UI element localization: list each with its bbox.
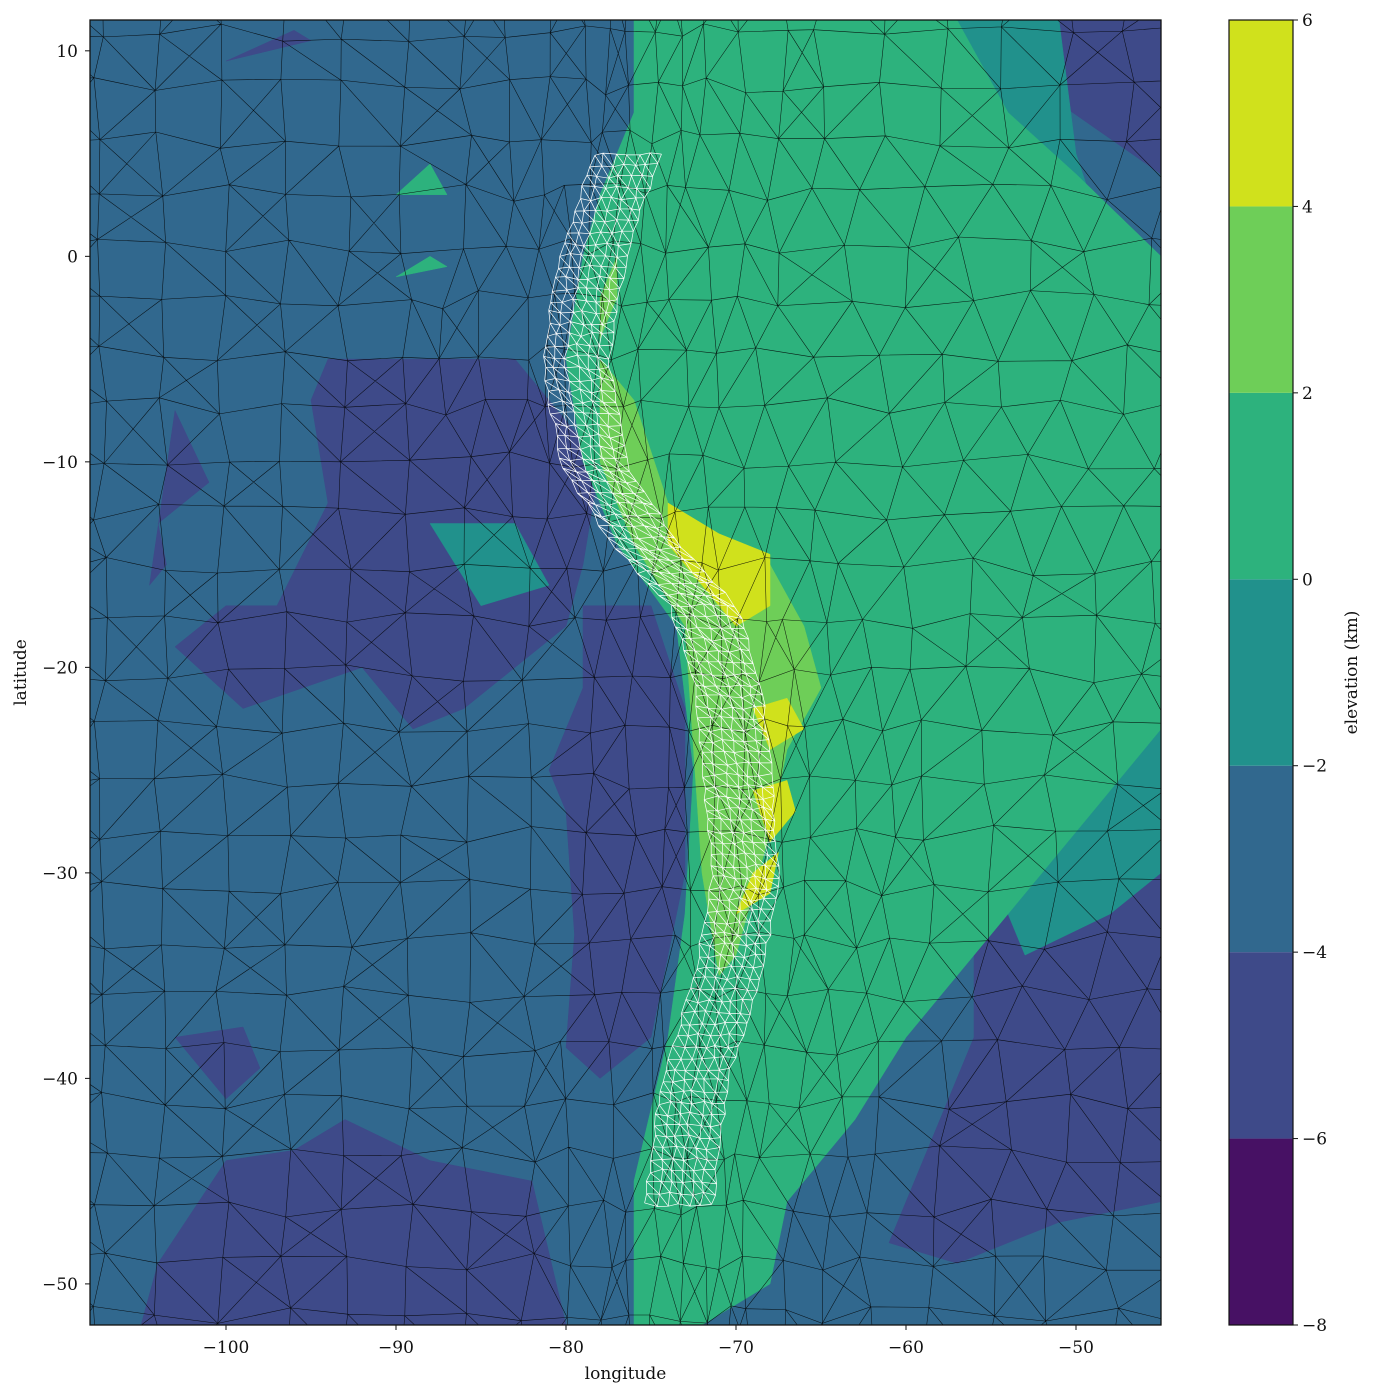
x-tick-label: −50 [1058, 1338, 1094, 1358]
colorbar-band [1229, 206, 1293, 393]
trench-mesh-edges [543, 152, 780, 1207]
colorbar-band [1229, 952, 1293, 1139]
elevation-regions [140, 20, 1161, 1325]
y-tick-label: 10 [56, 42, 78, 62]
y-tick-label: −10 [42, 453, 78, 473]
y-axis: 10 0 −10 −20 −30 −40 −50 [42, 42, 90, 1295]
y-axis-label: latitude [11, 639, 31, 706]
y-tick-label: −40 [42, 1069, 78, 1089]
colorbar-tick-label: −6 [1302, 1130, 1327, 1150]
colorbar-label: elevation (km) [1342, 611, 1362, 735]
x-tick-label: −70 [718, 1338, 754, 1358]
colorbar-tick-label: −8 [1302, 1316, 1327, 1336]
colorbar-tick-label: −2 [1302, 757, 1327, 777]
colorbar-tick-label: −4 [1302, 943, 1327, 963]
x-tick-label: −100 [203, 1338, 250, 1358]
x-tick-label: −60 [888, 1338, 924, 1358]
colorbar-band [1229, 579, 1293, 766]
colorbar-band [1229, 20, 1293, 207]
y-tick-label: −50 [42, 1275, 78, 1295]
contour-region-3 [548, 605, 686, 1079]
colorbar-tick-label: 6 [1302, 11, 1313, 31]
contour-region-9 [429, 523, 550, 606]
colorbar-band [1229, 392, 1293, 580]
x-axis: −100 −90 −80 −70 −60 −50 [203, 1325, 1094, 1358]
refined-trench-mesh [543, 152, 780, 1207]
x-tick-label: −90 [378, 1338, 414, 1358]
y-tick-label: 0 [67, 247, 78, 267]
colorbar-band [1229, 1138, 1293, 1325]
contour-region-17 [667, 502, 771, 627]
y-tick-label: −30 [42, 864, 78, 884]
colorbar-tick-label: 0 [1302, 570, 1313, 590]
global-mesh-edges [90, 20, 1161, 1325]
x-axis-label: longitude [585, 1364, 667, 1384]
colorbar-frame [1228, 19, 1294, 1326]
x-tick-label: −80 [548, 1338, 584, 1358]
colorbar-tick-label: 2 [1302, 384, 1313, 404]
y-tick-label: −20 [42, 658, 78, 678]
contour-region-8 [225, 30, 312, 62]
contour-region-2 [149, 409, 210, 587]
colorbar-tick-label: 4 [1302, 197, 1313, 217]
colorbar-band [1229, 765, 1293, 953]
colorbar: −8 −6 −4 −2 0 2 4 6 [1228, 11, 1327, 1336]
contour-region-13 [395, 163, 448, 195]
global-mesh [90, 20, 1161, 1325]
plot-frame [89, 19, 1162, 1326]
plot-area [90, 20, 1161, 1325]
contour-region-14 [395, 256, 448, 278]
